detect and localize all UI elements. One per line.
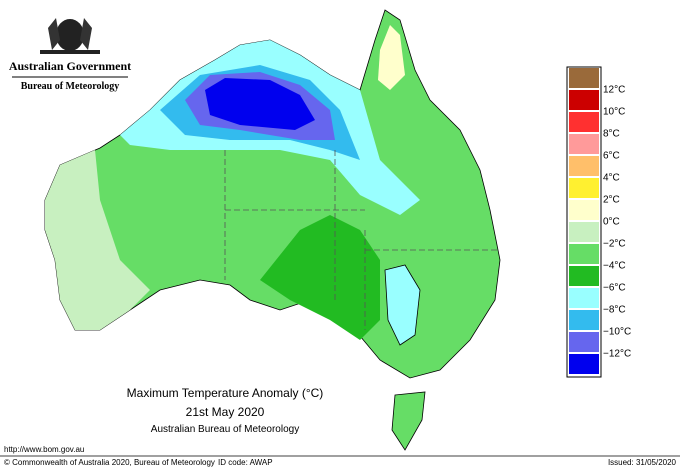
legend-label: −8°C <box>603 305 626 316</box>
legend-label: −12°C <box>603 349 631 360</box>
legend-label: 10°C <box>603 107 625 118</box>
legend-swatch <box>569 90 599 110</box>
legend-swatch <box>569 200 599 220</box>
footer-id-code: ID code: AWAP <box>218 458 273 467</box>
legend-label: −10°C <box>603 327 631 338</box>
footer-copyright: © Commonwealth of Australia 2020, Bureau… <box>4 458 215 467</box>
legend-swatch <box>569 156 599 176</box>
legend-frame <box>566 66 602 378</box>
agency-name: Bureau of Meteorology <box>21 81 120 92</box>
legend-label: −2°C <box>603 239 626 250</box>
legend-swatch <box>569 332 599 352</box>
legend-label: 4°C <box>603 173 620 184</box>
legend-label: −4°C <box>603 261 626 272</box>
legend-swatch <box>569 288 599 308</box>
footer-issued: Issued: 31/05/2020 <box>608 458 677 467</box>
legend-swatch <box>569 222 599 242</box>
legend-label: 8°C <box>603 129 620 140</box>
legend: 12°C 10°C 8°C 6°C 4°C 2°C 0°C −2°C −4°C −6°C −8°C −… <box>569 68 631 374</box>
legend-label: 0°C <box>603 217 620 228</box>
legend-swatch <box>569 354 599 374</box>
legend-label: 12°C <box>603 85 625 96</box>
legend-swatch <box>569 134 599 154</box>
legend-swatch <box>569 266 599 286</box>
map-source: Australian Bureau of Meteorology <box>151 424 299 435</box>
legend-label: 6°C <box>603 151 620 162</box>
australia-map <box>44 9 501 451</box>
government-name: Australian Government <box>9 59 131 73</box>
coat-of-arms <box>40 18 100 54</box>
footer-url: http://www.bom.gov.au <box>4 445 84 454</box>
legend-swatch <box>569 112 599 132</box>
legend-swatch <box>569 178 599 198</box>
map-title: Maximum Temperature Anomaly (°C) <box>127 386 324 400</box>
legend-swatch <box>569 68 599 88</box>
legend-swatch <box>569 310 599 330</box>
map-date: 21st May 2020 <box>186 405 265 419</box>
legend-swatch <box>569 244 599 264</box>
legend-label: −6°C <box>603 283 626 294</box>
legend-label: 2°C <box>603 195 620 206</box>
